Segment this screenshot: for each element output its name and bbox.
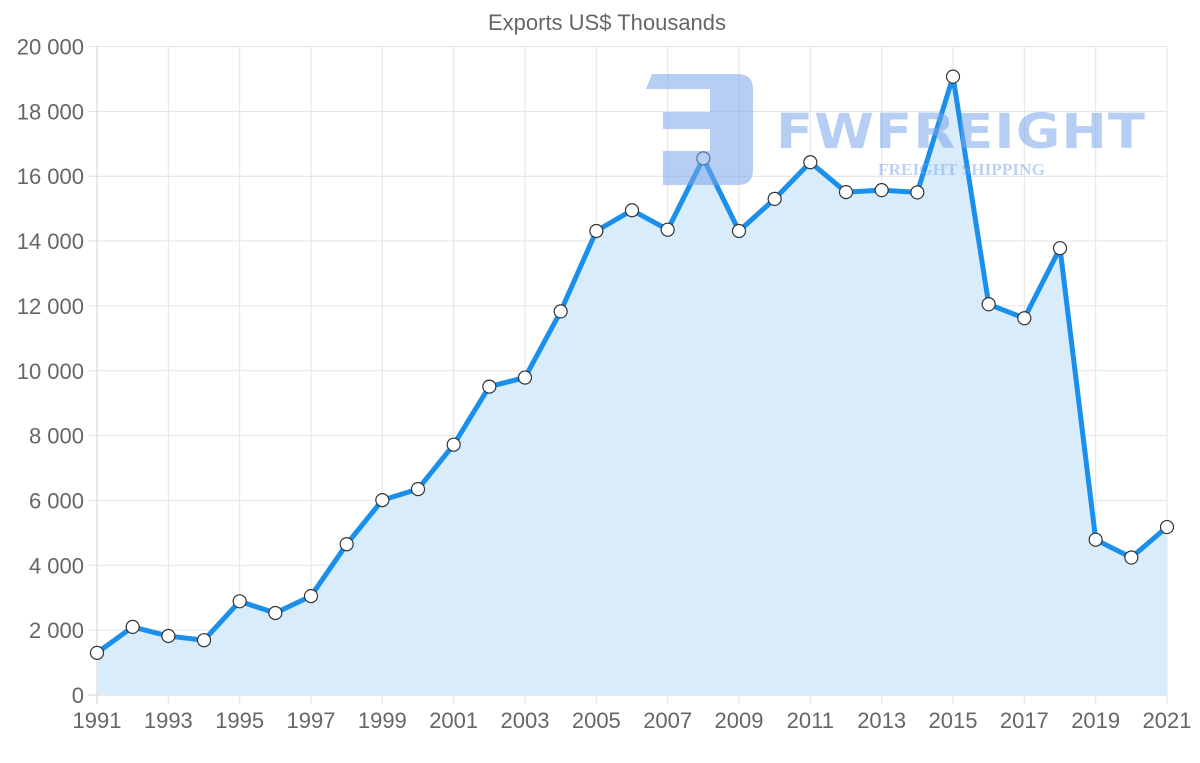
x-tick-label: 1999 xyxy=(358,708,407,733)
x-tick-label: 1991 xyxy=(73,708,122,733)
y-tick-label: 0 xyxy=(72,683,84,708)
data-point[interactable] xyxy=(375,493,390,508)
watermark-tagline: FREIGHT SHIPPING xyxy=(878,160,1045,179)
chart-title: Exports US$ Thousands xyxy=(488,10,726,35)
data-point[interactable] xyxy=(1124,550,1139,565)
data-point[interactable] xyxy=(410,482,426,497)
x-tick-label: 2017 xyxy=(1000,708,1049,733)
y-tick-label: 10 000 xyxy=(17,359,84,384)
data-point[interactable] xyxy=(553,304,568,319)
data-point[interactable] xyxy=(268,605,283,621)
data-point[interactable] xyxy=(125,619,140,635)
data-point[interactable] xyxy=(945,69,961,84)
data-point[interactable] xyxy=(1017,311,1032,326)
watermark: FWFREIGHT FREIGHT SHIPPING xyxy=(646,74,1146,185)
watermark-brand: FWFREIGHT xyxy=(776,104,1146,160)
x-axis: 1991 1993 1995 1997 1999 2001 2003 2005 2007 2009… xyxy=(73,708,1192,733)
data-point[interactable] xyxy=(874,183,889,198)
fwfreight-logo-icon xyxy=(646,74,753,185)
data-point[interactable] xyxy=(446,437,461,452)
x-tick-label: 2013 xyxy=(857,708,906,733)
data-point[interactable] xyxy=(1088,532,1103,547)
y-tick-label: 16 000 xyxy=(17,164,84,189)
data-point[interactable] xyxy=(731,223,747,239)
x-tick-label: 2019 xyxy=(1071,708,1120,733)
y-tick-label: 4 000 xyxy=(29,553,84,578)
x-tick-label: 2003 xyxy=(501,708,550,733)
data-points xyxy=(89,69,1175,660)
x-tick-label: 2001 xyxy=(429,708,478,733)
x-tick-label: 2011 xyxy=(787,708,834,733)
x-tick-label: 1993 xyxy=(144,708,193,733)
x-tick-label: 2005 xyxy=(572,708,621,733)
data-point[interactable] xyxy=(660,222,675,237)
data-point[interactable] xyxy=(1052,241,1068,256)
y-tick-label: 6 000 xyxy=(29,488,84,513)
y-tick-label: 2 000 xyxy=(29,618,84,643)
data-point[interactable] xyxy=(517,370,533,385)
y-axis: 0 2 000 4 000 6 000 8 000 10 000 12 000 14 000 1… xyxy=(17,35,84,709)
data-point[interactable] xyxy=(196,633,212,648)
x-tick-label: 2009 xyxy=(715,708,764,733)
y-tick-label: 12 000 xyxy=(17,294,84,319)
data-point[interactable] xyxy=(232,594,247,609)
data-point[interactable] xyxy=(89,645,105,660)
data-point[interactable] xyxy=(482,379,497,394)
data-point[interactable] xyxy=(838,184,854,200)
data-point[interactable] xyxy=(161,628,176,644)
y-tick-label: 20 000 xyxy=(17,35,84,60)
x-tick-label: 2007 xyxy=(643,708,692,733)
data-point[interactable] xyxy=(1159,519,1175,535)
data-point[interactable] xyxy=(767,191,782,206)
y-tick-label: 8 000 xyxy=(29,424,84,449)
data-point[interactable] xyxy=(589,223,604,239)
y-tick-label: 18 000 xyxy=(17,99,84,124)
data-point[interactable] xyxy=(910,185,925,200)
y-tick-label: 14 000 xyxy=(17,229,84,254)
x-tick-label: 2015 xyxy=(929,708,978,733)
data-point[interactable] xyxy=(303,589,319,604)
data-point[interactable] xyxy=(803,155,818,170)
x-tick-label: 1995 xyxy=(215,708,264,733)
x-tick-label: 2021 xyxy=(1143,708,1192,733)
data-point[interactable] xyxy=(981,297,996,312)
data-point[interactable] xyxy=(339,537,354,552)
x-tick-label: 1997 xyxy=(287,708,336,733)
data-point[interactable] xyxy=(624,203,640,218)
area-fill xyxy=(97,76,1167,695)
